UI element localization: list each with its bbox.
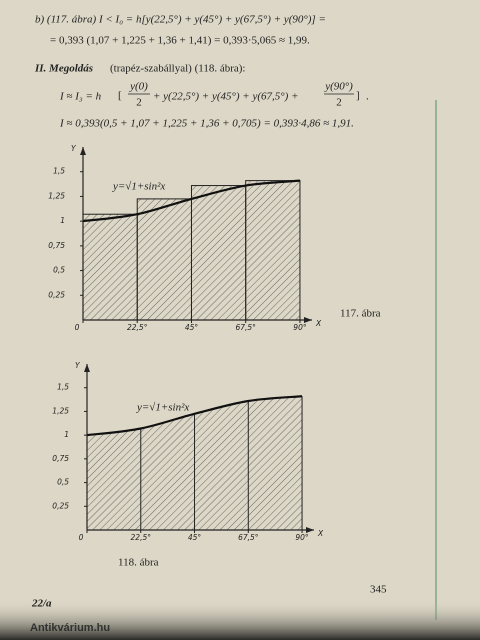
x-tick-label: 45° <box>188 533 202 542</box>
heading-label: II. Megoldás <box>34 63 93 75</box>
y-tick-label: 0,25 <box>48 290 65 299</box>
y-arrow <box>80 147 86 155</box>
bar <box>245 180 301 321</box>
bracket: [ <box>118 90 122 102</box>
y-arrow <box>84 364 90 372</box>
curve-label: y=√1+sin²x <box>136 402 189 414</box>
x-tick-label: 0 <box>75 323 80 332</box>
y-tick-label: 1,25 <box>48 191 65 200</box>
formula-lhs: I ≈ I₃ = h <box>59 91 102 103</box>
curve <box>82 179 301 223</box>
fraction-den: 2 <box>336 97 342 109</box>
fraction-den: 2 <box>136 97 142 109</box>
x-tick-label: 45° <box>185 323 199 332</box>
curve <box>86 395 303 437</box>
page-number: 345 <box>370 584 387 596</box>
y-axis-label: Y <box>75 361 81 370</box>
fraction-num: y(90°) <box>324 81 353 93</box>
y-tick-label: 1 <box>64 430 69 439</box>
x-tick-label: 22,5° <box>127 323 148 332</box>
formula-mid: + y(22,5°) + y(45°) + y(67,5°) + <box>153 91 299 103</box>
x-tick-label: 67,5° <box>238 533 259 542</box>
x-tick-label: 67,5° <box>235 323 256 332</box>
text-line: = 0,393 (1,07 + 1,225 + 1,36 + 1,41) = 0… <box>50 35 310 47</box>
curve-label: y=√1+sin²x <box>112 181 165 193</box>
y-axis-label: Y <box>71 144 77 153</box>
y-tick-label: 1 <box>60 216 65 225</box>
y-tick-label: 0,5 <box>57 478 69 487</box>
bar <box>190 185 247 321</box>
caption: 117. ábra <box>340 308 381 320</box>
x-axis-label: X <box>317 529 324 538</box>
bar <box>136 198 192 321</box>
y-tick-label: 0,75 <box>48 241 65 250</box>
watermark: Antikvárium.hu <box>30 622 110 634</box>
y-tick-label: 1,25 <box>52 406 69 415</box>
x-arrow <box>304 317 312 323</box>
heading-text: (trapéz-szabállyal) (118. ábra): <box>110 63 246 75</box>
x-axis-label: X <box>315 319 322 328</box>
bracket: ] <box>356 90 360 102</box>
bar <box>82 213 138 321</box>
y-tick-label: 0,25 <box>52 501 69 510</box>
fraction-num: y(0) <box>129 81 148 93</box>
y-tick-label: 1,5 <box>53 167 65 176</box>
x-tick-label: 90° <box>293 323 307 332</box>
x-tick-label: 90° <box>295 533 309 542</box>
y-tick-label: 1,5 <box>57 383 69 392</box>
text-line: I ≈ 0,393(0,5 + 1,07 + 1,225 + 1,36 + 0,… <box>59 118 354 130</box>
formula-end: . <box>366 91 369 103</box>
x-tick-label: 0 <box>79 533 84 542</box>
text-line: b) (117. ábra) I < I₀ = h[y(22,5°) + y(4… <box>35 14 326 26</box>
x-arrow <box>306 527 314 533</box>
y-tick-label: 0,75 <box>52 454 69 463</box>
caption: 118. ábra <box>118 557 159 569</box>
y-tick-label: 0,5 <box>53 266 65 275</box>
shadow <box>0 600 480 640</box>
signature: 22/a <box>31 598 52 610</box>
x-tick-label: 22,5° <box>131 533 152 542</box>
